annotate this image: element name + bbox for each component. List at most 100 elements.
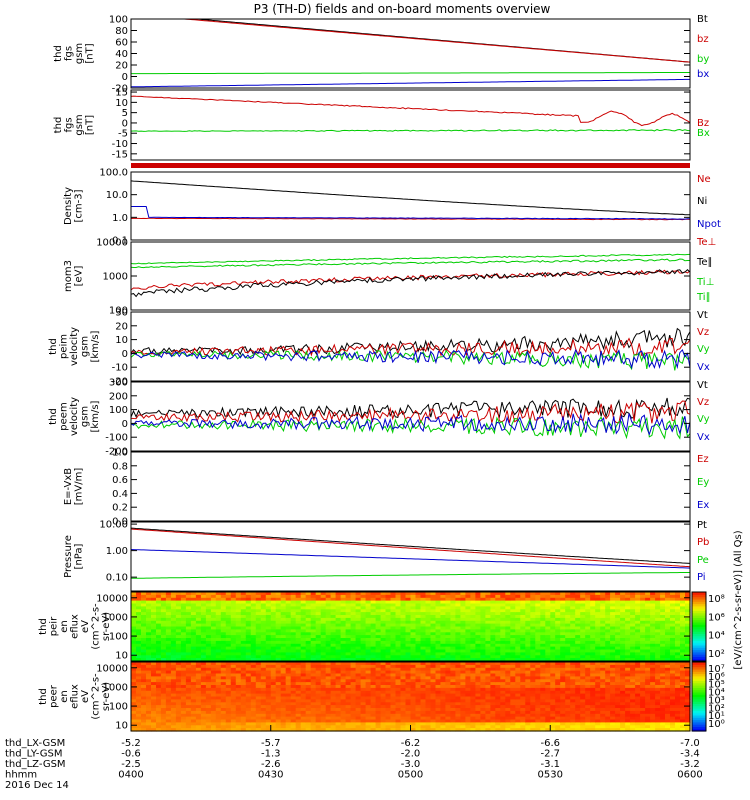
heatmap-cell [535, 673, 541, 677]
heatmap-cell [156, 716, 162, 721]
heatmap-cell [430, 670, 437, 675]
heatmap-cell [365, 629, 372, 633]
y-axis-label: [nT] [85, 115, 96, 135]
heatmap-cell [240, 597, 247, 602]
heatmap-cell [410, 708, 417, 712]
heatmap-cell [605, 603, 611, 607]
heatmap-cell [350, 719, 357, 723]
heatmap-cell [136, 673, 142, 677]
heatmap-cell [160, 702, 167, 706]
heatmap-cell [230, 710, 237, 715]
heatmap-cell [315, 710, 322, 715]
heatmap-cell [520, 629, 526, 633]
heatmap-cell [390, 702, 397, 706]
heatmap-cell [210, 713, 217, 718]
heatmap-cell [400, 606, 407, 610]
heatmap-cell [340, 687, 347, 692]
heatmap-cell [545, 728, 551, 732]
heatmap-cell [380, 649, 387, 653]
heatmap-cell [515, 600, 521, 605]
heatmap-cell [310, 615, 317, 619]
heatmap-cell [445, 615, 451, 619]
heatmap-cell [180, 687, 187, 692]
heatmap-cell [655, 620, 661, 625]
heatmap-cell [315, 673, 322, 677]
heatmap-cell [545, 716, 551, 721]
heatmap-cell [270, 664, 277, 669]
heatmap-cell [220, 685, 227, 689]
heatmap-cell [490, 658, 496, 662]
heatmap-cell [255, 664, 262, 669]
heatmap-cell [560, 626, 566, 630]
heatmap-cell [675, 652, 681, 656]
heatmap-cell [605, 594, 611, 599]
heatmap-cell [390, 612, 397, 616]
heatmap-cell [355, 725, 362, 729]
heatmap-cell [675, 594, 681, 599]
heatmap-cell [510, 623, 516, 628]
heatmap-cell [220, 646, 227, 651]
heatmap-cell [365, 606, 372, 610]
heatmap-cell [450, 722, 456, 726]
heatmap-cell [330, 693, 337, 698]
heatmap-cell [195, 597, 202, 602]
heatmap-cell [530, 615, 536, 619]
heatmap-cell [136, 620, 142, 625]
heatmap-cell [185, 617, 192, 622]
heatmap-cell [445, 606, 451, 610]
heatmap-cell [570, 658, 576, 662]
y-tick-label: -10 [112, 363, 128, 374]
heatmap-cell [495, 662, 501, 666]
heatmap-cell [280, 705, 287, 709]
heatmap-cell [375, 600, 382, 605]
heatmap-cell [141, 620, 147, 625]
heatmap-cell [310, 708, 317, 712]
heatmap-cell [165, 670, 172, 675]
y-tick-label: 30 [115, 308, 128, 319]
heatmap-cell [375, 673, 382, 677]
heatmap-cell [335, 662, 342, 666]
heatmap-cell [290, 609, 297, 613]
heatmap-cell [490, 643, 496, 648]
heatmap-cell [495, 643, 501, 648]
heatmap-cell [435, 682, 442, 686]
heatmap-cell [275, 617, 282, 622]
heatmap-cell [410, 673, 417, 677]
heatmap-cell [455, 725, 461, 729]
heatmap-cell [555, 643, 561, 648]
heatmap-cell [585, 626, 591, 630]
heatmap-cell [430, 693, 437, 698]
heatmap-cell [485, 640, 491, 645]
heatmap-cell [151, 635, 157, 639]
heatmap-cell [146, 710, 152, 715]
heatmap-cell [680, 640, 686, 645]
heatmap-cell [590, 592, 596, 596]
heatmap-cell [525, 615, 531, 619]
heatmap-cell [605, 592, 611, 596]
heatmap-cell [146, 664, 152, 669]
heatmap-cell [290, 702, 297, 706]
heatmap-cell [595, 646, 601, 651]
heatmap-cell [455, 693, 461, 698]
heatmap-cell [350, 643, 357, 648]
heatmap-cell [525, 710, 531, 715]
series-line-pi [130, 549, 691, 569]
heatmap-cell [160, 710, 167, 715]
heatmap-cell [515, 716, 521, 721]
heatmap-cell [465, 687, 471, 692]
heatmap-cell [205, 702, 212, 706]
heatmap-cell [450, 646, 456, 651]
heatmap-cell [570, 632, 576, 636]
heatmap-cell [310, 632, 317, 636]
y-tick-label: 1000 [103, 612, 128, 623]
heatmap-cell [340, 699, 347, 703]
heatmap-cell [615, 626, 621, 630]
heatmap-cell [630, 643, 636, 648]
heatmap-cell [420, 693, 427, 698]
heatmap-cell [640, 617, 646, 622]
heatmap-cell [200, 620, 207, 625]
heatmap-cell [485, 705, 491, 709]
heatmap-cell [131, 696, 137, 700]
heatmap-cell [660, 609, 666, 613]
heatmap-cell [550, 623, 556, 628]
